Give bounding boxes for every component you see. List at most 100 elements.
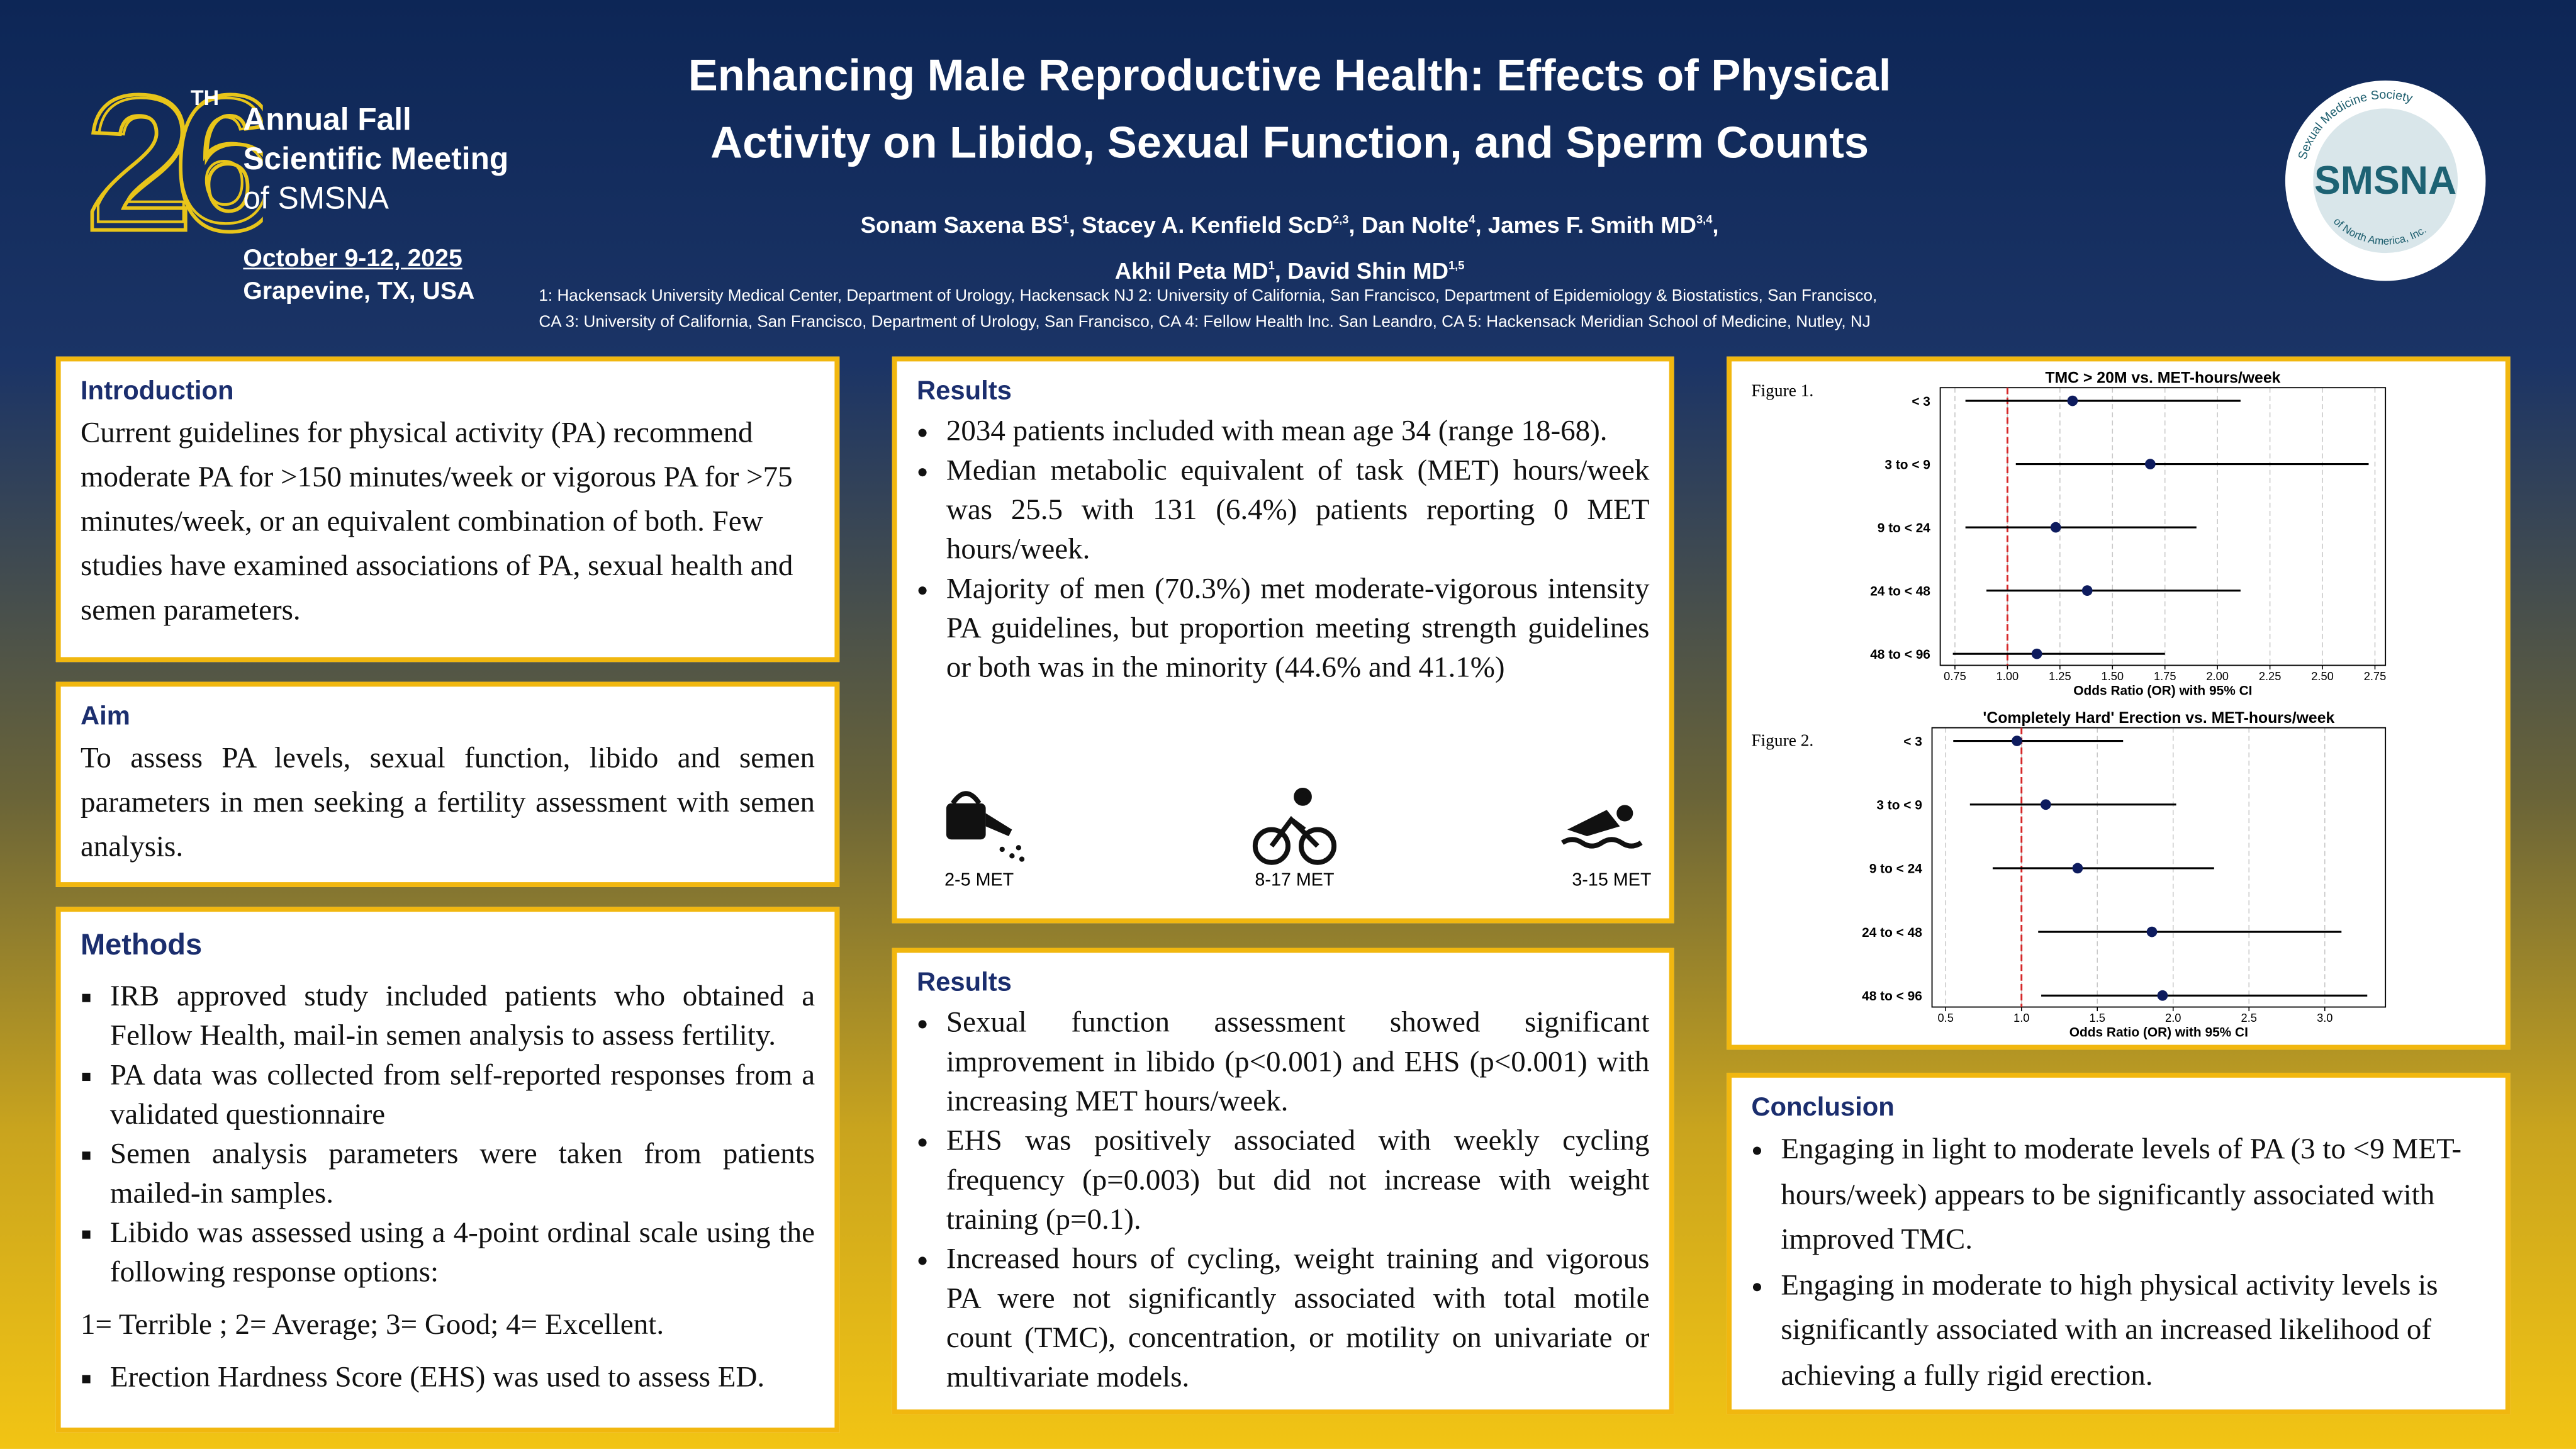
section-heading: Methods (80, 928, 203, 961)
plot-frame (1939, 387, 2387, 666)
meeting-name: Annual Fall Scientific Meeting of SMSNA (243, 102, 508, 220)
conclusion-item: Engaging in light to moderate levels of … (1781, 1127, 2485, 1262)
author-separator: , (1274, 257, 1281, 283)
y-tick-label: 48 to < 96 (1862, 989, 1922, 1004)
odds-ratio-point (2146, 926, 2158, 937)
x-tick-label: 2.75 (2364, 669, 2387, 683)
methods-item: Erection Hardness Score (EHS) was used t… (110, 1357, 815, 1397)
author-separator: , (1475, 211, 1482, 238)
meeting-line: Scientific Meeting (243, 143, 509, 177)
title-line: Activity on Libido, Sexual Function, and… (710, 118, 1869, 168)
introduction-box: Introduction Current guidelines for phys… (55, 356, 840, 663)
methods-box: Methods IRB approved study included pati… (55, 907, 840, 1433)
section-heading: Introduction (80, 378, 234, 406)
results-list: 2034 patients included with mean age 34 … (917, 411, 1650, 687)
meeting-place: Grapevine, TX, USA (243, 277, 475, 306)
figure-label: Figure 2. (1751, 730, 1813, 749)
methods-list: IRB approved study included patients who… (81, 976, 815, 1396)
edition-number: 26 (92, 61, 263, 257)
author-line: Sonam Saxena BS1, Stacey A. Kenfield ScD… (542, 201, 2037, 246)
swimming-icon (1560, 805, 1643, 849)
y-tick-label: 24 to < 48 (1862, 926, 1922, 940)
aim-box: Aim To assess PA levels, sexual function… (55, 681, 840, 887)
icon-label: 8-17 MET (1255, 870, 1334, 890)
society-logo: Sexual Medicine Society of North America… (2285, 80, 2486, 281)
author-affiliation: 1,5 (1448, 260, 1465, 272)
x-tick-label: 1.75 (2154, 669, 2176, 683)
author-affiliation: 2,3 (1333, 215, 1349, 227)
conclusion-box: Conclusion Engaging in light to moderate… (1727, 1072, 2511, 1415)
edition-logo: 26 26 TH (84, 53, 263, 258)
results-item: Increased hours of cycling, weight train… (946, 1239, 1650, 1397)
x-tick-label: 1.00 (1996, 669, 2019, 683)
x-axis-label: Odds Ratio (OR) with 95% CI (2069, 1026, 2248, 1040)
chart-title: 'Completely Hard' Erection vs. MET-hours… (1983, 710, 2334, 727)
methods-item: IRB approved study included patients who… (110, 976, 815, 1055)
section-heading: Conclusion (1751, 1094, 1895, 1122)
x-tick-label: 0.75 (1944, 669, 1966, 683)
results-box: Results Sexual function assessment showe… (892, 948, 1674, 1415)
section-text: To assess PA levels, sexual function, li… (80, 741, 815, 863)
author-affiliation: 3,4 (1696, 215, 1713, 227)
scale-note: 1= Terrible ; 2= Average; 3= Good; 4= Ex… (80, 1307, 664, 1341)
y-tick-label: < 3 (1912, 394, 1930, 409)
author-name: James F. Smith MD (1487, 211, 1697, 238)
author-affiliation: 4 (1469, 215, 1476, 227)
results-item: Median metabolic equivalent of task (MET… (946, 450, 1650, 568)
y-tick-label: 48 to < 96 (1870, 647, 1930, 662)
x-tick-label: 1.25 (2049, 669, 2071, 683)
author-affiliation: 1 (1062, 215, 1069, 227)
results-item: EHS was positively associated with weekl… (946, 1121, 1650, 1239)
activity-icons: 2-5 MET 8-17 MET 3-15 MET (944, 787, 1651, 890)
icon-label: 2-5 MET (944, 870, 1014, 890)
results-item: Majority of men (70.3%) met moderate-vig… (946, 568, 1650, 686)
odds-ratio-point (2040, 799, 2051, 810)
author-affiliation: 1 (1268, 260, 1275, 272)
x-tick-label: 2.25 (2259, 669, 2282, 683)
section-heading: Results (916, 969, 1012, 997)
odds-ratio-point (2012, 736, 2022, 746)
odds-ratio-point (2145, 459, 2156, 469)
y-tick-label: 3 to < 9 (1884, 457, 1930, 472)
author-name: Akhil Peta MD (1114, 257, 1268, 283)
y-tick-label: 9 to < 24 (1878, 521, 1931, 535)
odds-ratio-point (2067, 395, 2078, 406)
icon-label: 3-15 MET (1572, 870, 1651, 890)
meeting-info: October 9-12, 2025 Grapevine, TX, USA (243, 243, 474, 308)
figure-label: Figure 1. (1751, 381, 1813, 400)
y-tick-label: 24 to < 48 (1870, 584, 1930, 598)
conclusion-item: Engaging in moderate to high physical ac… (1781, 1263, 2485, 1398)
figure-box (1727, 356, 2511, 1050)
x-tick-label: 2.5 (2241, 1011, 2257, 1024)
results-list: Sexual function assessment showed signif… (917, 1002, 1650, 1397)
logo-acronym: SMSNA (2314, 159, 2456, 203)
y-tick-label: 9 to < 24 (1869, 862, 1923, 876)
odds-ratio-point (2031, 648, 2042, 659)
logo-inner (2313, 108, 2458, 254)
x-tick-label: 3.0 (2317, 1011, 2332, 1024)
title-line: Enhancing Male Reproductive Health: Effe… (688, 50, 1891, 101)
edition-suffix: TH (191, 86, 219, 110)
title: Enhancing Male Reproductive Health: Effe… (542, 43, 2037, 177)
methods-item: Libido was assessed using a 4-point ordi… (110, 1212, 815, 1291)
x-tick-label: 1.5 (2090, 1011, 2105, 1024)
authors: Sonam Saxena BS1, Stacey A. Kenfield ScD… (542, 201, 2037, 291)
author-separator: , (1712, 211, 1719, 238)
author-name: Dan Nolte (1361, 211, 1469, 238)
author-name: David Shin MD (1287, 257, 1449, 283)
watering-icon (946, 791, 1025, 862)
affiliation-line: CA 3: University of California, San Fran… (539, 313, 1871, 332)
affiliations: 1: Hackensack University Medical Center,… (539, 284, 1877, 337)
author-separator: , (1348, 211, 1355, 238)
section-text: Current guidelines for physical activity… (80, 415, 793, 626)
odds-ratio-point (2157, 990, 2168, 1001)
x-tick-label: 1.0 (2013, 1011, 2029, 1024)
conclusion-list: Engaging in light to moderate levels of … (1751, 1127, 2485, 1398)
results-box: Results 2034 patients included with mean… (892, 356, 1674, 924)
y-tick-label: < 3 (1903, 734, 1922, 749)
x-tick-label: 1.50 (2101, 669, 2124, 683)
results-item: 2034 patients included with mean age 34 … (946, 411, 1650, 450)
